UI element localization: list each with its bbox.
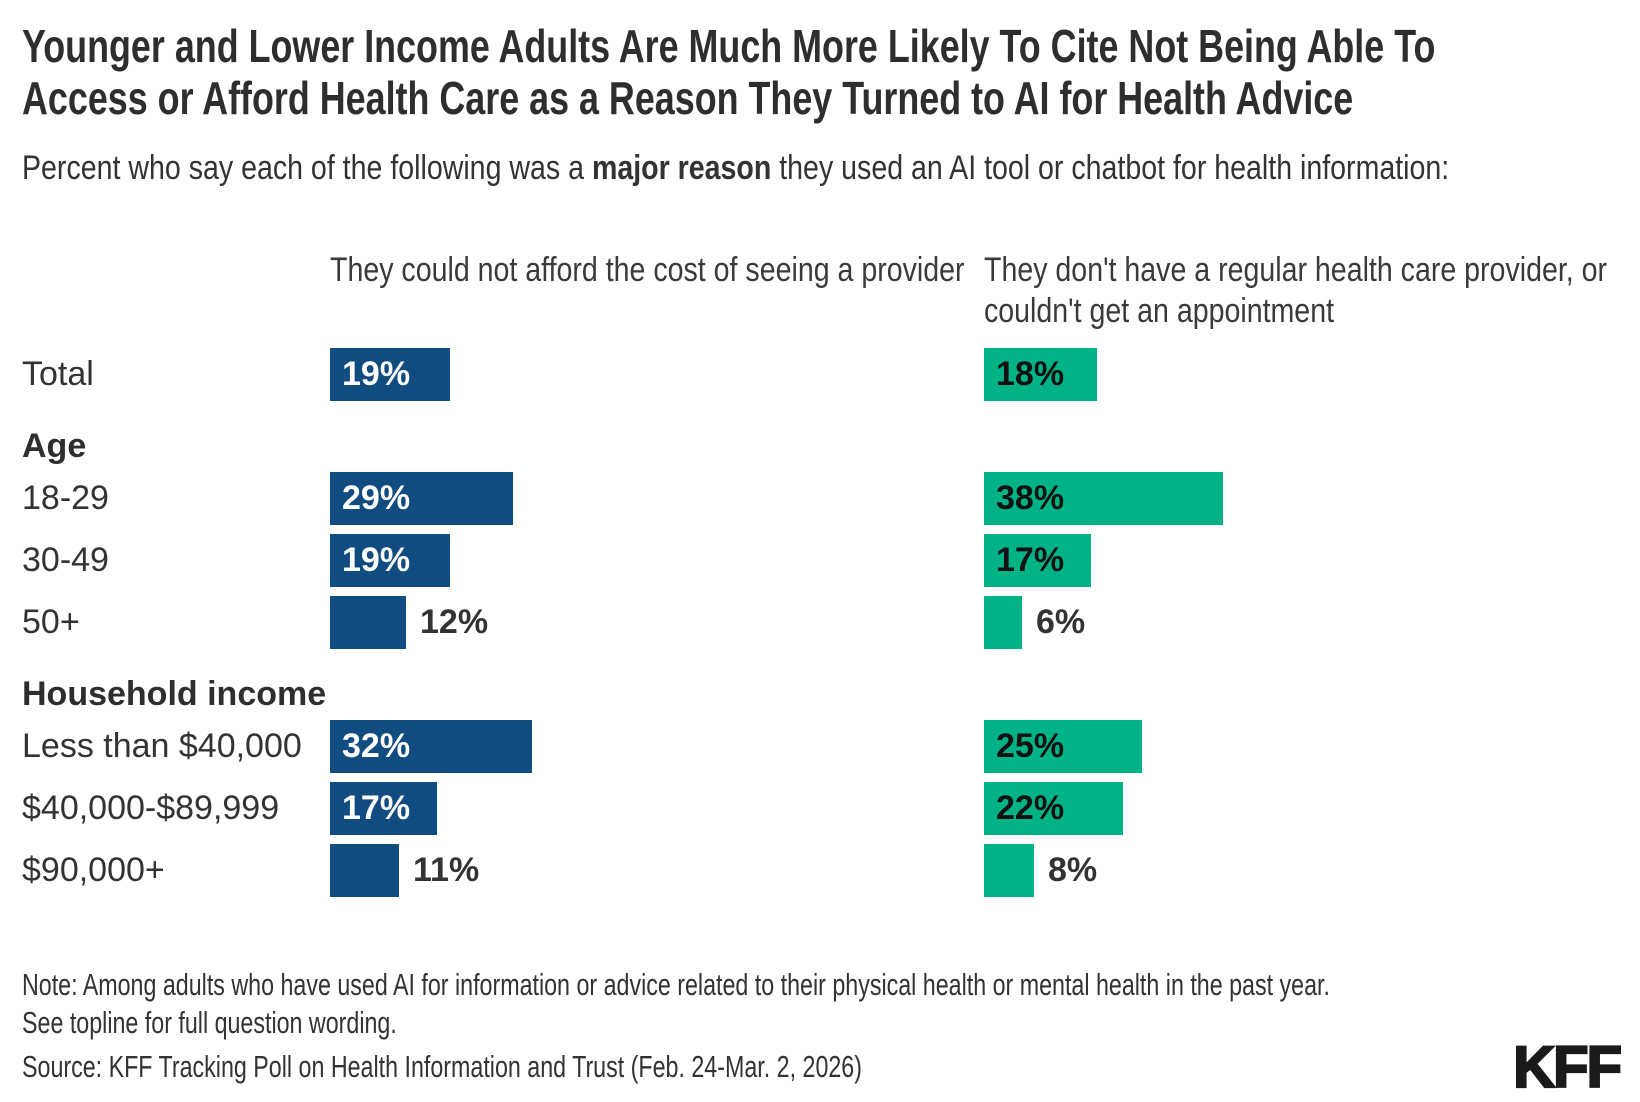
bar-value-label: 8%	[1048, 851, 1098, 889]
source-text: Source: KFF Tracking Poll on Health Info…	[22, 1049, 862, 1084]
bar-series-2-with-value: 38%	[984, 472, 1223, 525]
bar-series-2	[984, 844, 1034, 897]
bar-series-2	[984, 596, 1022, 649]
bar-series-1-with-value: 32%	[330, 720, 532, 773]
bar-series-2-with-value: 22%	[984, 782, 1123, 835]
column-header-series-1: They could not afford the cost of seeing…	[330, 251, 965, 289]
bar-series-1-with-value: 29%	[330, 472, 513, 525]
bar-series-1-with-value: 19%	[330, 348, 450, 401]
subtitle-text-bold: major reason	[591, 149, 772, 187]
bar-value-label: 6%	[1036, 603, 1086, 641]
bar-series-1-with-value: 17%	[330, 782, 437, 835]
subtitle-text-prefix: Percent who say each of the following wa…	[22, 149, 592, 187]
category-label: 18-29	[22, 479, 109, 517]
category-label: $90,000+	[22, 851, 165, 889]
category-label: $40,000-$89,999	[22, 789, 280, 827]
note-text: Note: Among adults who have used AI for …	[22, 966, 1492, 1042]
section-header: Household income	[22, 675, 327, 713]
bar-series-1-with-value: 19%	[330, 534, 450, 587]
category-label: 50+	[22, 603, 80, 641]
bar-value-label: 12%	[420, 603, 489, 641]
bar-value-label: 11%	[413, 851, 480, 889]
chart-title-line-1: Younger and Lower Income Adults Are Much…	[22, 20, 1436, 72]
bar-series-2-with-value: 25%	[984, 720, 1142, 773]
category-label: Total	[22, 355, 94, 393]
section-header: Age	[22, 427, 87, 465]
bar-series-1	[330, 596, 406, 649]
bar-series-2-with-value: 17%	[984, 534, 1091, 587]
category-label: Less than $40,000	[22, 727, 302, 765]
chart-title: Younger and Lower Income Adults Are Much…	[22, 20, 1566, 124]
subtitle-text-suffix: they used an AI tool or chatbot for heal…	[771, 149, 1450, 187]
column-header-series-2: They don't have a regular health care pr…	[984, 251, 1608, 330]
kff-logo: KFF	[1512, 1034, 1623, 1101]
bar-series-1	[330, 844, 399, 897]
bar-series-2-with-value: 18%	[984, 348, 1097, 401]
note-line-2: See topline for full question wording.	[22, 1005, 397, 1040]
note-line-1: Note: Among adults who have used AI for …	[22, 967, 1330, 1002]
chart-subtitle: Percent who say each of the following wa…	[22, 148, 1517, 189]
category-label: 30-49	[22, 541, 109, 579]
chart-title-line-2: Access or Afford Health Care as a Reason…	[22, 72, 1354, 124]
